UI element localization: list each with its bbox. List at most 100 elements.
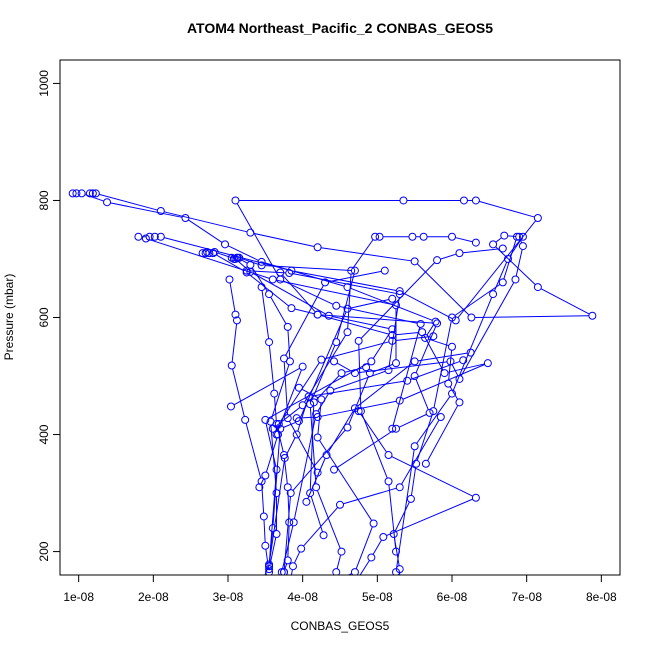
data-point xyxy=(283,414,292,423)
data-point xyxy=(265,565,274,574)
chart-title: ATOM4 Northeast_Pacific_2 CONBAS_GEOS5 xyxy=(187,20,493,36)
data-point xyxy=(392,424,400,433)
data-point xyxy=(388,325,397,334)
profile-segment xyxy=(217,252,233,259)
data-point xyxy=(297,544,306,553)
data-point xyxy=(313,243,322,252)
data-point xyxy=(384,366,393,375)
profile-segment xyxy=(264,567,269,575)
profile-segment xyxy=(99,193,158,211)
data-point xyxy=(313,433,322,442)
y-tick-label: 400 xyxy=(37,424,51,444)
profile-segment xyxy=(447,363,485,373)
profile-segment xyxy=(265,437,278,473)
data-point xyxy=(459,356,468,365)
profile-segment xyxy=(333,370,386,390)
profile-segment xyxy=(454,283,501,316)
profile-segment xyxy=(336,430,394,469)
data-point xyxy=(369,519,378,528)
profile-segment xyxy=(84,194,104,202)
data-point xyxy=(406,494,415,503)
profile-segment xyxy=(237,260,249,270)
profile-series-24 xyxy=(294,383,378,575)
profile-segment xyxy=(360,262,435,339)
data-point xyxy=(280,568,288,575)
profile-segment xyxy=(361,414,388,479)
profile-segment xyxy=(352,239,374,269)
profile-segment xyxy=(285,285,324,356)
data-point xyxy=(285,269,294,278)
profile-segment xyxy=(271,364,290,419)
data-point xyxy=(533,283,542,292)
data-point xyxy=(330,357,339,366)
data-point xyxy=(294,383,303,392)
profile-segment xyxy=(149,239,270,279)
data-point xyxy=(330,465,339,474)
profile-segment xyxy=(449,386,459,400)
data-point xyxy=(471,493,480,502)
data-point xyxy=(471,196,480,205)
data-point xyxy=(343,304,352,313)
profile-segment xyxy=(240,259,248,264)
data-point xyxy=(410,357,419,366)
profile-segment xyxy=(290,569,293,575)
y-tick-label: 800 xyxy=(37,190,51,210)
profile-segment xyxy=(309,405,315,490)
profile-series-19 xyxy=(264,356,468,575)
profile-segment xyxy=(274,397,277,421)
data-point xyxy=(209,249,218,258)
profile-segment xyxy=(283,458,288,484)
profile-segment xyxy=(253,232,315,248)
profile-segment xyxy=(283,421,296,428)
profile-series-18 xyxy=(354,244,507,556)
data-point xyxy=(241,415,250,424)
profile-segment xyxy=(303,507,339,547)
profile-segment xyxy=(164,237,289,271)
profile-segment xyxy=(233,367,300,406)
profile-segment xyxy=(540,288,590,315)
data-point xyxy=(455,249,464,258)
profile-series-10 xyxy=(225,275,274,575)
profile-segment xyxy=(336,554,342,569)
profile-segment xyxy=(372,331,391,359)
data-point xyxy=(498,278,507,287)
data-point xyxy=(448,313,456,322)
profile-segment xyxy=(301,388,319,399)
data-point xyxy=(259,512,268,521)
profile-series-3 xyxy=(134,196,542,433)
data-point xyxy=(388,424,397,433)
data-point xyxy=(332,568,341,575)
profile-segment xyxy=(339,306,418,324)
data-point xyxy=(388,331,397,340)
profile-segment xyxy=(426,324,435,336)
data-point xyxy=(418,328,427,337)
profile-segment xyxy=(261,290,270,339)
profile-segment xyxy=(232,368,245,417)
data-point xyxy=(280,453,289,462)
profile-segment xyxy=(276,279,393,305)
data-point xyxy=(88,189,97,198)
data-point xyxy=(459,196,468,205)
profile-segment xyxy=(343,487,397,505)
data-point xyxy=(347,266,356,275)
profile-segment xyxy=(293,551,301,564)
data-point xyxy=(283,483,292,492)
profile-segment xyxy=(398,413,427,428)
profile-segment xyxy=(284,563,288,569)
y-axis-label: Pressure (mbar) xyxy=(2,274,16,361)
data-point xyxy=(429,332,438,341)
data-point xyxy=(91,189,100,198)
profile-segment xyxy=(319,440,373,521)
profile-segment xyxy=(231,323,238,363)
data-point xyxy=(298,362,307,371)
data-point xyxy=(280,354,288,363)
profile-segment xyxy=(509,239,522,257)
data-point xyxy=(425,408,434,417)
profile-segment xyxy=(392,327,421,426)
data-point xyxy=(410,372,419,381)
data-point xyxy=(455,398,464,407)
data-point xyxy=(362,363,371,372)
profile-series-14 xyxy=(280,266,389,477)
profile-segment xyxy=(372,539,382,555)
data-point xyxy=(511,275,520,284)
